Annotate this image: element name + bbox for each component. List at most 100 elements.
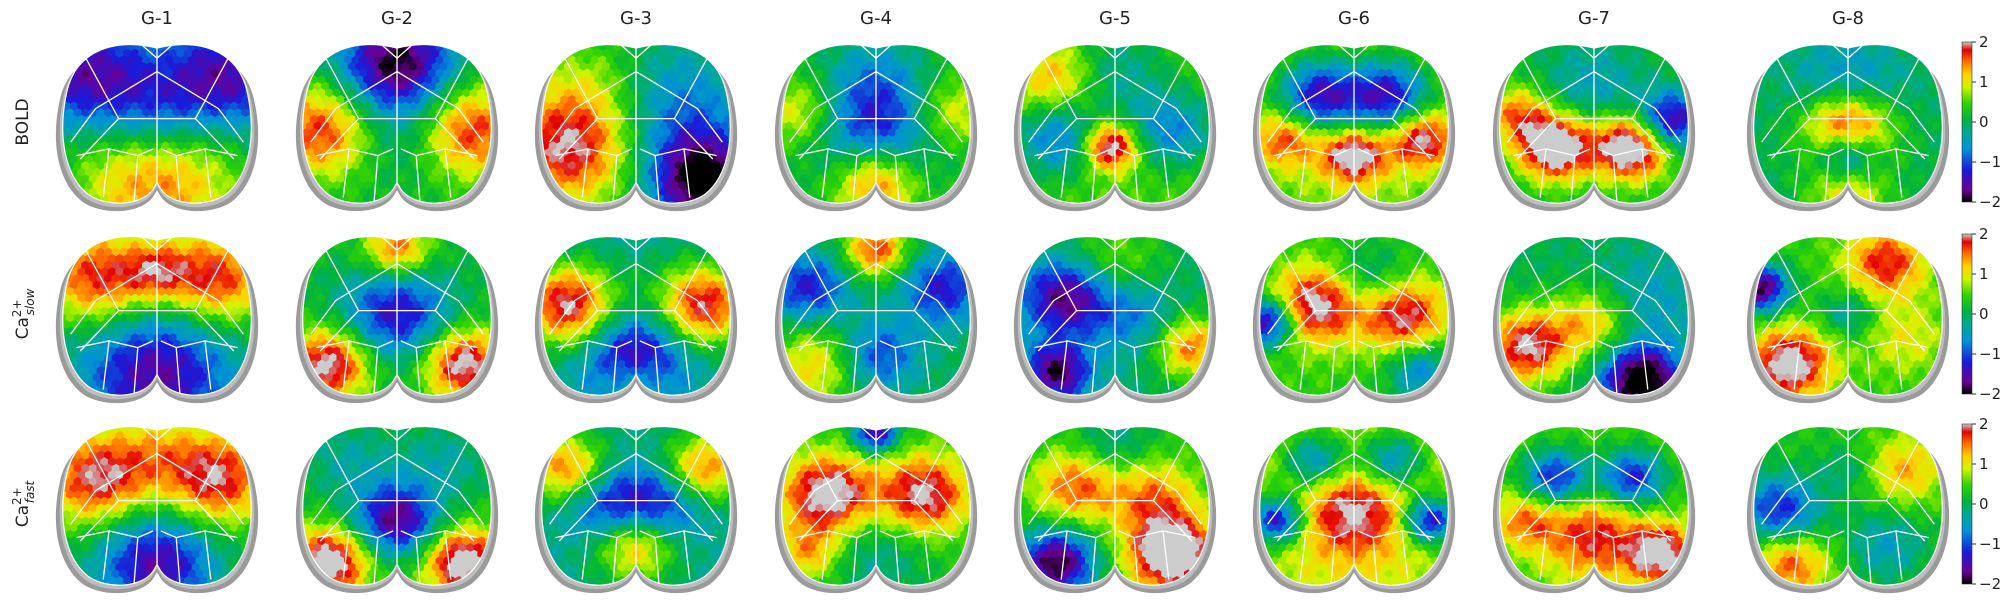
brain-map-bold-g-1 [55,43,259,212]
brain-map-ca_fast-g-3 [534,425,738,594]
area-boundaries [1267,44,1441,203]
area-boundaries [70,426,244,585]
brain-outline [1753,425,1943,586]
brain-map-bold-g-8 [1746,43,1950,212]
row-label-bold: BOLD [13,98,33,145]
brain-outline [1020,235,1210,396]
colorbar-tick-label: 0 [1979,305,1989,323]
colorbar-ca_fast: 2 1 0 −1 −2 [1961,415,2001,593]
brain-map-bold-g-2 [295,43,499,212]
brain-outline [1020,425,1210,586]
column-title: G-8 [1832,8,1864,29]
colorbar-tick-label: −1 [1979,153,2001,171]
brain-outline [302,425,492,586]
area-boundaries [1267,426,1441,585]
activity-cells [1753,426,1943,586]
colorbar-bold: 2 1 0 −1 −2 [1961,33,2001,211]
brain-outline [541,43,731,204]
brain-outline [541,425,731,586]
brain-outline [1753,43,1943,204]
area-boundaries [70,236,244,395]
colorbar-tick-label: −2 [1979,575,2001,593]
brain-outline [62,43,252,204]
colorbars: 2 1 0 −1 −2 2 1 0 −1 −2 2 1 0 −1 −2 [1961,33,2001,593]
brain-map-ca_fast-g-7 [1492,425,1696,594]
brain-outline [1259,235,1449,396]
brain-outline [62,235,252,396]
column-title: G-5 [1099,8,1131,29]
brain-outline [1259,43,1449,204]
colorbar-tick-label: −1 [1979,535,2001,553]
area-boundaries [1761,236,1935,395]
area-boundaries [1028,426,1202,585]
column-title: G-4 [860,8,892,29]
brain-map-panels [55,43,1950,594]
brain-map-ca_fast-g-4 [774,425,978,594]
area-boundaries [789,44,963,203]
brain-outline [62,425,252,586]
brain-outline [541,235,731,396]
area-boundaries [1028,236,1202,395]
colorbar-ca_slow: 2 1 0 −1 −2 [1961,225,2001,403]
column-title: G-6 [1338,8,1370,29]
area-boundaries [1507,236,1681,395]
colorbar-gradient [1961,233,1973,395]
area-boundaries [310,236,484,395]
colorbar-tick-label: 2 [1979,33,1989,51]
brain-map-ca_slow-g-6 [1252,235,1456,404]
brain-map-ca_slow-g-7 [1492,235,1696,404]
colorbar-tick-label: −2 [1979,193,2001,211]
colorbar-tick-label: −2 [1979,385,2001,403]
brain-map-ca_slow-g-5 [1013,235,1217,404]
brain-map-ca_slow-g-8 [1746,235,1950,404]
colorbar-tick-label: 1 [1979,265,1989,283]
colorbar-tick-label: 1 [1979,455,1989,473]
brain-map-ca_slow-g-1 [55,235,259,404]
area-boundaries [789,426,963,585]
brain-outline [1499,235,1689,396]
colorbar-tick-label: 0 [1979,495,1989,513]
column-title: G-2 [381,8,413,29]
brain-map-bold-g-7 [1492,43,1696,212]
column-title: G-7 [1578,8,1610,29]
area-boundaries [789,236,963,395]
brain-outline [1020,43,1210,204]
brain-outline [302,43,492,204]
brain-map-bold-g-3 [534,43,738,212]
colorbar-tick-label: 2 [1979,415,1989,433]
area-boundaries [1761,426,1935,585]
area-boundaries [1761,44,1935,203]
colorbar-tick-label: 2 [1979,225,1989,243]
brain-map-ca_fast-g-8 [1746,425,1950,594]
column-titles: G-1 G-2 G-3 G-4 G-5 G-6 G-7 G-8 [141,8,1864,29]
colorbar-tick-label: 0 [1979,113,1989,131]
row-label-ca_fast: Ca2+fast [10,479,37,527]
brain-map-bold-g-4 [774,43,978,212]
row-labels: BOLD Ca2+slow Ca2+fast [10,98,37,527]
area-boundaries [1028,44,1202,203]
brain-map-bold-g-5 [1013,43,1217,212]
activity-cells [302,426,492,586]
brain-outline [302,235,492,396]
colorbar-gradient [1961,423,1973,585]
area-boundaries [310,426,484,585]
brain-outline [781,425,971,586]
area-boundaries [1507,44,1681,203]
area-boundaries [310,44,484,203]
brain-map-ca_fast-g-1 [55,425,259,594]
colorbar-tick-label: 1 [1979,73,1989,91]
area-boundaries [549,44,723,203]
brain-outline [1259,425,1449,586]
brain-map-ca_fast-g-2 [295,425,499,594]
colorbar-gradient [1961,41,1973,203]
brain-map-ca_slow-g-2 [295,235,499,404]
area-boundaries [549,426,723,585]
brain-outline [781,235,971,396]
brain-outline [1753,235,1943,396]
column-title: G-1 [141,8,173,29]
brain-map-ca_fast-g-5 [1013,425,1217,594]
brain-map-ca_fast-g-6 [1252,425,1456,594]
area-boundaries [1267,236,1441,395]
area-boundaries [1507,426,1681,585]
